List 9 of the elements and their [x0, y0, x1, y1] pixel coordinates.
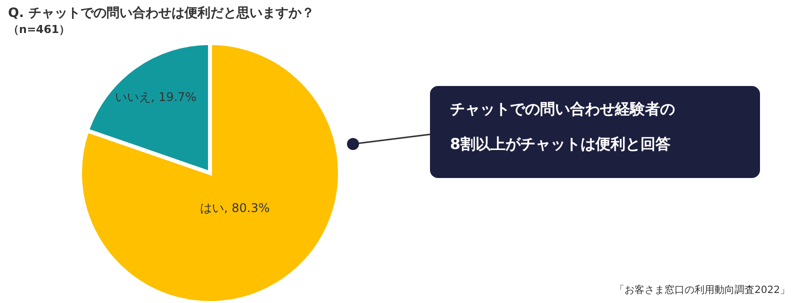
slice-label: はい — [200, 200, 224, 215]
text: 「お客さま窓口の利用動向調査2022」 — [614, 284, 790, 297]
chart-title: Q. チャットでの問い合わせは便利だと思いますか？ — [8, 5, 315, 22]
text: 8割以上がチャットは便利と回答 — [450, 135, 672, 154]
slice-label: いいえ — [114, 90, 151, 104]
data-label: , 19.7% — [150, 90, 197, 104]
text: チャットでの問い合わせ経験者の — [450, 100, 676, 119]
chart-subtitle: （n=461） — [8, 22, 70, 37]
data-label: , 80.3% — [224, 200, 270, 215]
